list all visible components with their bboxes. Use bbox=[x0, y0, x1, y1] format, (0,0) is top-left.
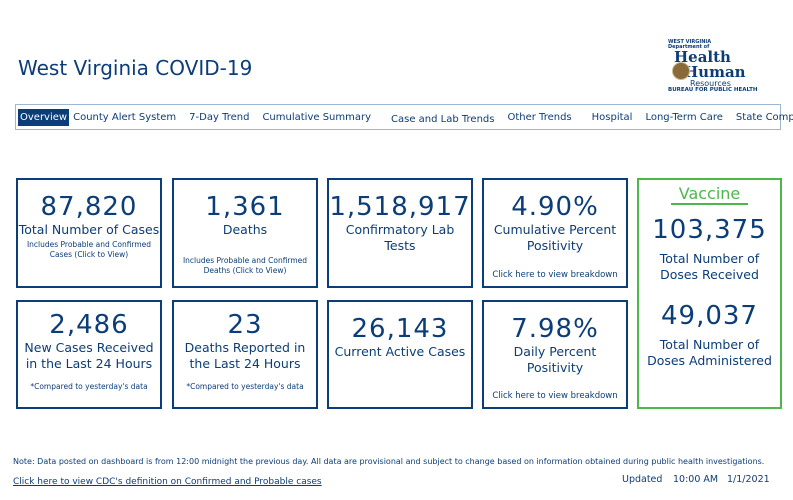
daily-positivity-value: 7.98% bbox=[511, 314, 599, 344]
active-cases-value: 26,143 bbox=[351, 314, 449, 344]
total-cases-label: Total Number of Cases bbox=[18, 222, 160, 237]
tab-cumulative-summary[interactable]: Cumulative Summary bbox=[262, 111, 372, 123]
page-title: West Virginia COVID-19 bbox=[18, 56, 253, 80]
logo-text: WEST VIRGINIA bbox=[668, 39, 712, 45]
total-cases-value: 87,820 bbox=[40, 192, 138, 222]
cumulative-breakdown-link[interactable]: Click here to view breakdown bbox=[492, 270, 618, 280]
cumulative-positivity-card[interactable]: 4.90% Cumulative Percent Positivity Clic… bbox=[482, 178, 628, 288]
total-cases-card[interactable]: 87,820 Total Number of Cases Includes Pr… bbox=[16, 178, 162, 288]
lab-tests-card: 1,518,917 Confirmatory Lab Tests bbox=[327, 178, 473, 288]
wvdhhr-logo: WEST VIRGINIA Department of Health Human… bbox=[668, 39, 768, 93]
state-seal-icon bbox=[672, 62, 690, 80]
nav-tabs: Overview County Alert System 7-Day Trend… bbox=[15, 104, 793, 130]
vaccine-card: Vaccine 103,375 Total Number of Doses Re… bbox=[637, 178, 782, 409]
deaths-value: 1,361 bbox=[205, 192, 285, 222]
updated-time: 10:00 AM bbox=[673, 474, 719, 485]
tab-overview[interactable]: Overview bbox=[18, 108, 70, 126]
daily-breakdown-link[interactable]: Click here to view breakdown bbox=[492, 391, 618, 401]
active-cases-label: Current Active Cases bbox=[334, 344, 466, 359]
new-deaths-note: *Compared to yesterday's data bbox=[186, 382, 304, 391]
deaths-note[interactable]: Includes Probable and Confirmed Deaths (… bbox=[182, 256, 308, 275]
logo-text: Department of bbox=[668, 44, 710, 50]
tab-state-comparison[interactable]: State Comparison bbox=[735, 111, 793, 123]
tab-long-term-care[interactable]: Long-Term Care bbox=[645, 111, 723, 123]
new-cases-label: New Cases Received in the Last 24 Hours bbox=[24, 340, 154, 371]
daily-positivity-label: Daily Percent Positivity bbox=[513, 344, 597, 375]
doses-received-label: Total Number of Doses Received bbox=[659, 251, 760, 282]
logo-text: Health bbox=[674, 48, 731, 66]
tab-county-alert-system[interactable]: County Alert System bbox=[73, 111, 177, 123]
cdc-definition-link[interactable]: Click here to view CDC's definition on C… bbox=[13, 477, 322, 487]
tab-7-day-trend[interactable]: 7-Day Trend bbox=[189, 111, 250, 123]
cumulative-positivity-value: 4.90% bbox=[511, 192, 599, 222]
lab-tests-label: Confirmatory Lab Tests bbox=[345, 222, 455, 253]
new-cases-note: *Compared to yesterday's data bbox=[30, 382, 148, 391]
new-deaths-label: Deaths Reported in the Last 24 Hours bbox=[184, 340, 306, 371]
tab-hospital[interactable]: Hospital bbox=[591, 111, 633, 123]
new-cases-value: 2,486 bbox=[49, 310, 129, 340]
doses-received-value: 103,375 bbox=[652, 215, 767, 245]
logo-text: BUREAU FOR PUBLIC HEALTH bbox=[668, 87, 758, 93]
deaths-card[interactable]: 1,361 Deaths Includes Probable and Confi… bbox=[172, 178, 318, 288]
doses-administered-label: Total Number of Doses Administered bbox=[647, 337, 772, 368]
logo-text: Human bbox=[684, 63, 746, 81]
lab-tests-value: 1,518,917 bbox=[329, 192, 471, 222]
tab-other-trends[interactable]: Other Trends bbox=[507, 111, 572, 123]
active-cases-card: 26,143 Current Active Cases bbox=[327, 300, 473, 409]
vaccine-heading: Vaccine bbox=[670, 184, 749, 205]
logo-text: Resources bbox=[690, 79, 731, 88]
new-cases-card: 2,486 New Cases Received in the Last 24 … bbox=[16, 300, 162, 409]
cumulative-positivity-label: Cumulative Percent Positivity bbox=[493, 222, 617, 253]
daily-positivity-card[interactable]: 7.98% Daily Percent Positivity Click her… bbox=[482, 300, 628, 409]
footer-note: Note: Data posted on dashboard is from 1… bbox=[13, 457, 765, 466]
deaths-label: Deaths bbox=[222, 222, 268, 237]
new-deaths-value: 23 bbox=[227, 310, 263, 340]
updated-date: 1/1/2021 bbox=[727, 474, 770, 485]
doses-administered-value: 49,037 bbox=[661, 301, 758, 331]
total-cases-note[interactable]: Includes Probable and Confirmed Cases (C… bbox=[26, 240, 152, 259]
new-deaths-card: 23 Deaths Reported in the Last 24 Hours … bbox=[172, 300, 318, 409]
tab-case-lab-trends[interactable]: Case and Lab Trends bbox=[391, 113, 495, 125]
updated-label: Updated bbox=[622, 474, 663, 485]
